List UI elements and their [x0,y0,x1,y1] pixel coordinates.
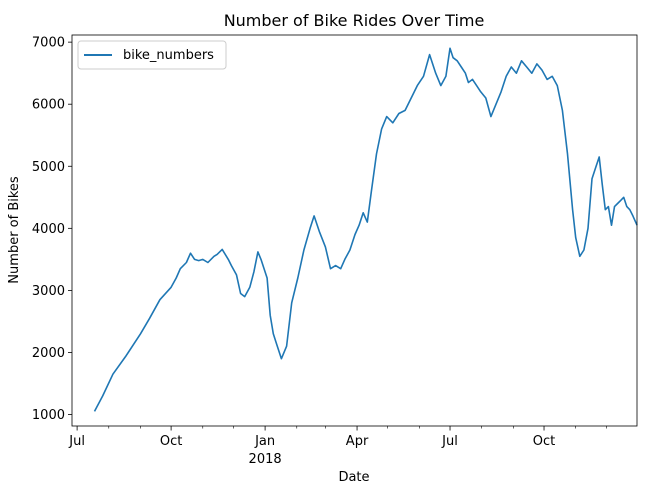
x-tick-sublabel: 2018 [249,452,282,467]
x-tick-label: Oct [533,434,555,449]
plot-frame [71,34,638,427]
legend: bike_numbers [77,40,227,70]
x-tick-label: Jul [68,434,85,449]
series-layer [93,47,638,412]
x-tick-label: Apr [346,434,369,449]
series-line-bike_numbers [93,47,638,412]
y-tick-label: 5000 [32,160,65,175]
legend-box [77,40,227,70]
y-tick-label: 2000 [32,346,65,361]
y-axis: 1000 2000 3000 4000 5000 6000 7000 [32,36,72,423]
legend-label: bike_numbers [123,48,214,63]
x-tick-label: Oct [160,434,182,449]
y-axis-title: Number of Bikes [7,176,22,284]
y-tick-label: 1000 [32,408,65,423]
x-tick-label: Jul [441,434,458,449]
y-tick-label: 6000 [32,98,65,113]
x-axis: Jul Oct Jan 2018 Apr Jul Oct [68,426,607,467]
y-tick-label: 7000 [32,36,65,51]
y-tick-label: 4000 [32,222,65,237]
x-axis-title: Date [338,470,369,485]
chart-title: Number of Bike Rides Over Time [224,11,485,30]
x-tick-label: Jan [254,434,275,449]
y-tick-label: 3000 [32,284,65,299]
plot-area [71,34,638,427]
